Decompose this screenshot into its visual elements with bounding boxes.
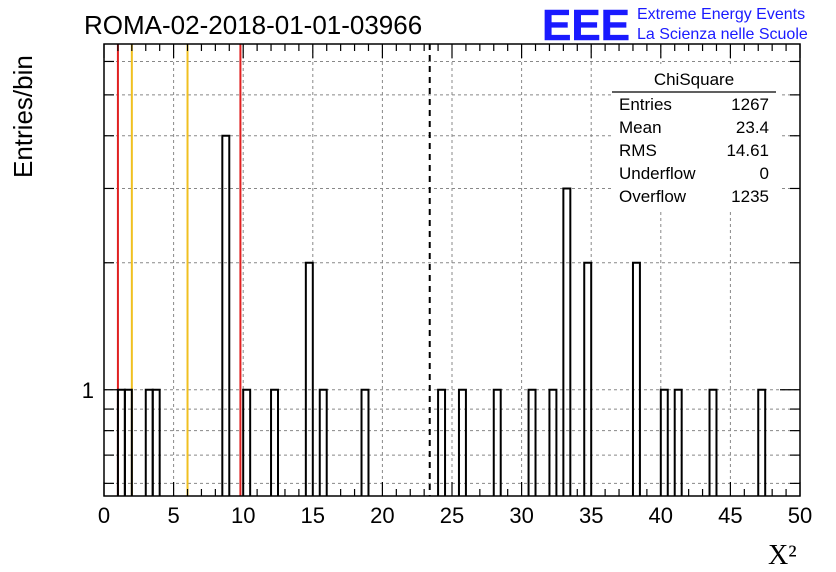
x-tick-label: 40 [649,503,673,528]
histogram-bar [242,388,252,496]
logo-line1: Extreme Energy Events [637,6,805,23]
x-tick-label: 0 [98,503,110,528]
stats-box-bg [612,64,780,211]
x-tick-label: 35 [579,503,603,528]
histogram-bar [673,388,683,496]
stats-row-value: 1235 [731,187,769,206]
histogram-bar [562,187,572,496]
x-tick-labels: 0 5 10 15 20 25 30 35 40 45 50 [98,503,812,528]
histogram-bar [123,388,133,496]
histogram-bar [304,261,314,496]
eee-logo: EEE Extreme Energy Events La Scienza nel… [542,1,808,51]
x-axis-label: X² [768,540,797,571]
histogram-bar [151,388,161,496]
histogram-bar [548,388,558,496]
x-tick-label: 45 [718,503,742,528]
reference-lines [116,44,431,496]
chart-title: ROMA-02-2018-01-01-03966 [84,10,422,40]
y-tick-labels: 1 [82,378,94,403]
stats-row-label: Mean [619,118,662,137]
x-tick-label: 5 [167,503,179,528]
stats-row-value: 0 [760,164,769,183]
y-tick-label: 1 [82,378,94,403]
axes-frame [103,43,801,497]
stats-row-value: 14.61 [726,141,769,160]
histogram-bar [492,388,502,496]
histogram-bar [757,388,767,496]
stats-row-label: Entries [619,95,672,114]
x-tick-label: 20 [370,503,394,528]
stats-row-value: 1267 [731,95,769,114]
stats-row-label: Overflow [619,187,687,206]
histogram-bars [116,134,767,496]
stats-row-value: 23.4 [736,118,769,137]
logo-line2: La Scienza nelle Scuole [637,26,808,43]
histogram-bar [270,388,279,496]
histogram-bar [527,388,537,496]
histogram-bar [360,388,370,496]
stats-row-label: Underflow [619,164,696,183]
stats-row-label: RMS [619,141,657,160]
histogram-bar [437,388,447,496]
x-tick-label: 25 [440,503,464,528]
x-tick-label: 10 [231,503,255,528]
stats-rows: Entries 1267 Mean 23.4 RMS 14.61 Underflow 0 Ove… [619,95,769,206]
stats-box: ChiSquare Entries 1267 Mean 23.4 RMS 14.61 Und… [612,64,780,211]
logo-mark: EEE [542,1,630,50]
grid-lines [104,44,800,496]
histogram-bar [583,261,593,496]
histogram-bar [221,134,231,496]
histogram-bar [631,261,641,496]
x-tick-label: 15 [301,503,325,528]
x-tick-label: 30 [509,503,533,528]
stats-title: ChiSquare [654,70,734,89]
histogram-bar [457,388,467,496]
y-axis-label: Entries/bin [8,55,38,178]
x-tick-label: 50 [788,503,812,528]
histogram-bar [708,388,718,496]
histogram-bar [659,388,669,496]
histogram-bar [318,388,328,496]
